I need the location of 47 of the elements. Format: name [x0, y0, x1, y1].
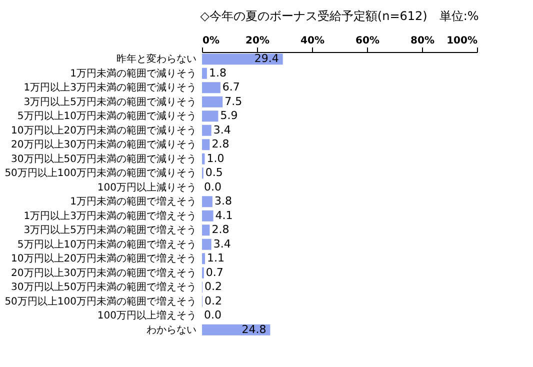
chart-title: ◇今年の夏のボーナス受給予定額(n=612) 単位:%	[200, 9, 479, 23]
data-label: 4.1	[215, 208, 233, 222]
data-label: 2.8	[212, 223, 230, 236]
y-tick-label: 50万円以上100万円未満の範囲で増えそう	[4, 295, 196, 308]
data-label: 0.5	[205, 166, 223, 180]
data-label: 1.8	[208, 66, 226, 80]
data-label: 0.0	[204, 180, 222, 194]
data-label: 29.4	[254, 52, 279, 66]
y-tick-label: 3万円以上5万円未満の範囲で減りそう	[24, 96, 196, 108]
data-label: 0.2	[204, 294, 222, 308]
y-tick-label: 20万円以上30万円未満の範囲で増えそう	[11, 266, 196, 279]
x-tick-label: 60%	[356, 36, 380, 46]
y-tick-label: 20万円以上30万円未満の範囲で減りそう	[11, 138, 196, 151]
x-tick-label: 0%	[202, 36, 220, 46]
y-tick-label: わからない	[146, 324, 196, 336]
data-label: 0.7	[206, 266, 224, 279]
data-label: 5.9	[220, 109, 238, 122]
data-label: 0.2	[204, 280, 222, 294]
y-tick-label: 100万円以上減りそう	[97, 181, 196, 194]
data-label: 1.0	[206, 152, 224, 165]
y-tick-label: 3万円以上5万円未満の範囲で増えそう	[24, 224, 196, 236]
x-tick-label: 80%	[410, 36, 434, 46]
y-tick-label: 1万円未満の範囲で増えそう	[70, 196, 196, 208]
data-label: 3.8	[214, 194, 232, 208]
y-tick-label: 30万円以上50万円未満の範囲で減りそう	[11, 152, 196, 165]
y-tick-label: 昨年と変わらない	[116, 53, 196, 66]
data-label: 3.4	[213, 123, 231, 136]
y-tick-label: 1万円以上3万円未満の範囲で増えそう	[24, 210, 196, 222]
y-tick-label: 10万円以上20万円未満の範囲で減りそう	[11, 124, 196, 136]
x-tick-label: 40%	[300, 36, 324, 46]
x-tick-label: 20%	[246, 36, 270, 46]
y-tick-label: 10万円以上20万円未満の範囲で増えそう	[11, 252, 196, 265]
data-label: 6.7	[222, 80, 240, 94]
data-label: 1.1	[207, 252, 225, 265]
y-tick-label: 5万円以上10万円未満の範囲で減りそう	[17, 110, 196, 122]
x-tick-label: 100%	[446, 36, 478, 46]
y-tick-label: 30万円以上50万円未満の範囲で増えそう	[11, 281, 196, 294]
y-tick-label: 100万円以上増えそう	[97, 310, 196, 322]
data-label: 0.0	[204, 308, 222, 322]
y-tick-label: 5万円以上10万円未満の範囲で増えそう	[17, 238, 196, 250]
data-label: 7.5	[224, 94, 242, 108]
data-label: 2.8	[212, 138, 230, 151]
y-tick-label: 1万円以上3万円未満の範囲で減りそう	[24, 82, 196, 94]
data-label: 24.8	[242, 322, 266, 336]
y-tick-label: 50万円以上100万円未満の範囲で減りそう	[4, 167, 196, 180]
y-tick-label: 1万円未満の範囲で減りそう	[70, 67, 196, 80]
data-label: 3.4	[213, 237, 231, 250]
